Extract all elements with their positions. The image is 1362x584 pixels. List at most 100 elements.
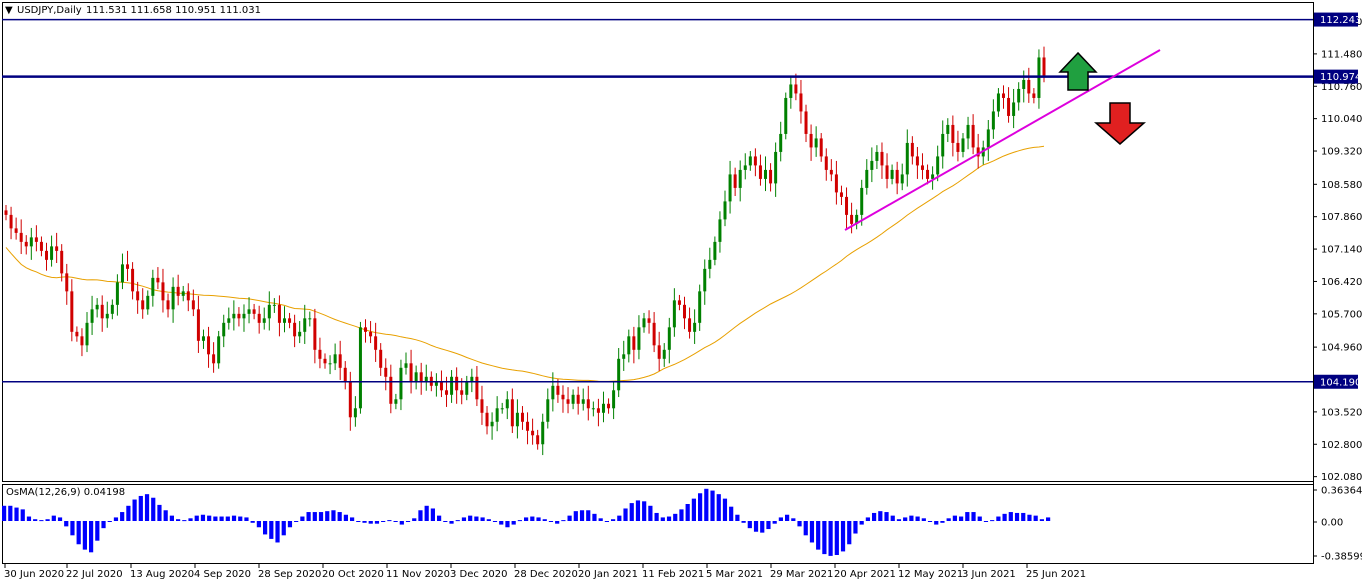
osma-bar	[1014, 512, 1020, 521]
osma-bar	[238, 516, 243, 521]
candle-body	[936, 156, 940, 175]
candle	[95, 298, 99, 318]
osma-bar	[853, 521, 858, 534]
candle	[774, 142, 778, 197]
date-tick-label: 3 Dec 2020	[450, 569, 508, 580]
candle-body	[298, 331, 302, 337]
osma-bar	[381, 521, 386, 522]
candle-body	[738, 169, 742, 188]
date-tick-label: 28 Dec 2020	[514, 569, 578, 580]
candle	[804, 104, 808, 143]
date-tick-label: 20 Oct 2020	[322, 569, 384, 580]
osma-bar	[778, 517, 783, 521]
osma-bar	[685, 504, 690, 521]
arrow-annotations[interactable]	[1058, 51, 1146, 145]
candle	[505, 391, 509, 420]
candle	[971, 114, 975, 155]
osma-bar	[126, 505, 131, 521]
osma-bar	[691, 498, 696, 521]
candle	[561, 385, 565, 413]
candle-body	[277, 304, 281, 323]
osma-bar	[306, 512, 311, 521]
osma-bar	[76, 521, 81, 545]
osma-bar	[592, 513, 597, 521]
osma-bar	[287, 521, 293, 528]
candle-body	[14, 228, 18, 233]
osma-bar	[971, 512, 976, 521]
date-tick-label: 4 Sep 2020	[194, 569, 251, 580]
osma-bar	[70, 521, 75, 536]
candle-body	[470, 376, 474, 382]
price-tick-label: 109.320	[1321, 147, 1362, 158]
osma-bar	[946, 518, 951, 521]
osma-bar	[809, 521, 815, 543]
candle	[217, 330, 221, 369]
osma-bar	[660, 517, 665, 521]
osma-histogram	[2, 488, 1051, 556]
osma-bar	[679, 509, 684, 521]
horizontal-levels[interactable]: 112.243 110.974 104.190	[2, 12, 1361, 389]
candle	[829, 159, 833, 182]
candle-body	[4, 210, 8, 215]
osma-bar	[710, 490, 715, 521]
candle	[966, 116, 970, 150]
osma-bar	[120, 512, 125, 521]
osma-bar	[698, 493, 703, 521]
osma-bar	[350, 517, 355, 521]
candle	[222, 314, 226, 348]
candle	[510, 388, 514, 434]
candle-body	[394, 399, 398, 404]
candle	[920, 153, 924, 180]
candle	[581, 388, 585, 411]
osma-bar	[113, 517, 119, 521]
candle	[171, 277, 175, 323]
osma-bar	[430, 508, 435, 521]
osma-bar	[362, 521, 367, 523]
candle	[799, 79, 803, 124]
candle-body	[166, 300, 170, 310]
osma-bar	[598, 518, 603, 521]
collapse-arrow-icon[interactable]: ▼	[5, 5, 13, 16]
candle	[207, 326, 211, 368]
candle-body	[885, 165, 889, 179]
osma-bar	[673, 513, 678, 521]
price-tick-label: 110.040	[1321, 114, 1362, 125]
candle-body	[551, 385, 555, 400]
osma-bar	[760, 521, 765, 533]
candle-body	[931, 174, 935, 179]
candle-body	[485, 412, 489, 427]
candle	[824, 148, 828, 181]
candle-body	[733, 174, 737, 188]
candle	[612, 382, 616, 420]
osma-bar	[940, 521, 945, 523]
candle	[718, 211, 722, 253]
candle	[404, 352, 408, 375]
candle-body	[612, 390, 616, 409]
trendline[interactable]	[844, 49, 1161, 231]
osma-bar	[865, 517, 870, 521]
candle	[65, 263, 69, 305]
candle	[212, 342, 216, 373]
candle-body	[409, 363, 413, 382]
candle	[45, 242, 49, 271]
candle	[682, 296, 686, 330]
candle	[156, 267, 160, 290]
osma-bar	[144, 494, 150, 521]
osma-bar	[524, 517, 529, 521]
candle	[515, 399, 519, 439]
osma-bar	[1027, 514, 1032, 521]
osma-bar	[95, 521, 100, 541]
candle	[743, 153, 747, 180]
candle-body	[110, 304, 114, 314]
candle-body	[769, 169, 773, 184]
candle-body	[55, 246, 59, 251]
price-tick-label: 104.960	[1321, 343, 1362, 354]
osma-bar	[635, 500, 641, 521]
candle	[277, 295, 281, 337]
candle-body	[764, 169, 768, 179]
candle-body	[201, 336, 205, 341]
candle	[374, 322, 378, 362]
osma-bar	[847, 521, 852, 545]
candle	[642, 312, 646, 333]
